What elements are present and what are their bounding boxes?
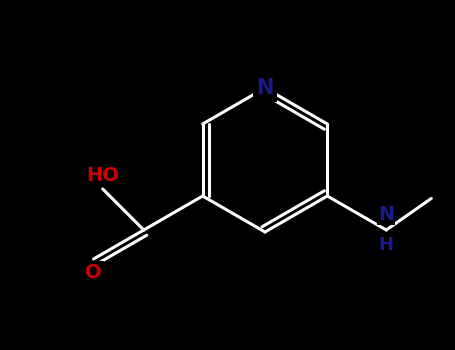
- Text: N: N: [378, 205, 394, 224]
- Text: HO: HO: [86, 166, 119, 185]
- Text: N: N: [256, 78, 274, 98]
- Text: O: O: [85, 263, 102, 282]
- Text: H: H: [379, 236, 394, 254]
